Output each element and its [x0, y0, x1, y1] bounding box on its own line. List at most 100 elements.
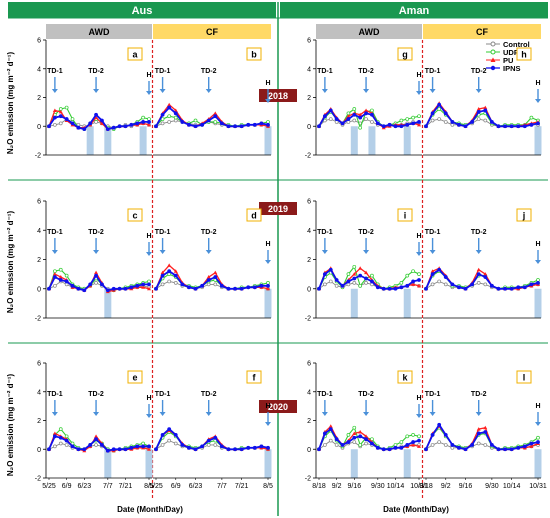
panel-f-point-ipns-17 [266, 445, 270, 450]
panel-g-td2-arrow-head [363, 89, 370, 93]
season-label-aus: Aus [132, 5, 153, 17]
panel-b-point-ipns-12 [233, 124, 237, 129]
panel-c-point-ipns-9 [100, 282, 104, 287]
panel-j-letter-box [516, 208, 532, 222]
panel-e-point-udp-2 [58, 427, 63, 431]
panel-k-h-label: H [416, 395, 421, 402]
panel-b-point-udp-2 [167, 114, 172, 119]
panel-d-point-control-9 [213, 282, 218, 287]
treatment-label-aus-awd: AWD [89, 27, 110, 37]
panel-h-point-ipns-2 [437, 102, 442, 107]
year-label-2018: 2018 [268, 91, 288, 101]
panel-c-point-ipns-14 [129, 285, 134, 290]
panel-a-point-pu-8 [94, 115, 99, 120]
panel-a-td1-arrow-head [51, 89, 58, 93]
panel-b-point-ipns-2 [167, 105, 172, 110]
panel-b-point-ipns-6 [193, 124, 198, 129]
panel-d-point-ipns-2 [167, 269, 172, 274]
panel-h-point-ipns-0 [424, 124, 428, 129]
panel-g-point-udp-7 [358, 125, 363, 130]
panel-j-point-ipns-10 [489, 283, 494, 288]
panel-l-point-ipns-8 [476, 431, 481, 436]
panel-k-h-arrow-head [416, 414, 422, 418]
panel-f-h-label: H [265, 403, 270, 410]
panel-j-td2-arrow-head [475, 250, 482, 254]
panel-k-point-ipns-12 [387, 447, 392, 452]
panels: -2 0 2 4 6 a TD-1 TD-2 Hb TD-1 TD-2 H -2 0 2 4 6 g TD-1 TD-… [35, 38, 547, 491]
panel-l-point-ipns-16 [529, 441, 534, 446]
panel-e-point-ipns-13 [123, 447, 128, 452]
panel-i-point-udp-16 [411, 269, 415, 274]
panel-j-h-label: H [535, 241, 540, 248]
panel-k-point-control-3 [334, 443, 339, 447]
panel-f-point-ipns-9 [213, 435, 218, 440]
legend-label-ipns: IPNS [503, 64, 521, 73]
panel-a-point-ipns-7 [88, 121, 93, 126]
panel-k-point-ipns-5 [346, 440, 351, 444]
panel-g-point-ipns-1 [322, 114, 327, 119]
panel-i-point-ipns-7 [358, 273, 363, 278]
panel-i-point-control-3 [334, 283, 339, 288]
treatment-header-aman-cf [423, 24, 541, 39]
panel-d-point-ipns-14 [246, 285, 251, 290]
panel-d-td1-label: TD-1 [155, 229, 171, 236]
panel-e-point-control-2 [58, 441, 63, 446]
panel-e-td2-arrow-head [93, 412, 100, 416]
panel-d-h-arrow-head [265, 260, 271, 264]
panel-i-point-ipns-15 [405, 283, 410, 288]
panel-i-point-control-8 [364, 281, 368, 285]
panel-l-td2-arrow-head [475, 412, 482, 416]
panel-h-point-ipns-11 [496, 124, 501, 129]
panel-i-point-ipns-10 [375, 285, 380, 290]
panel-i-point-ipns-8 [364, 276, 368, 281]
panel-c-point-ipns-4 [70, 283, 75, 288]
panel-j-point-ipns-16 [529, 282, 534, 287]
panel-f-xtick-label-2: 6/23 [189, 483, 203, 490]
panel-g-td1-label: TD-1 [317, 68, 333, 75]
panel-d-point-pu-3 [173, 269, 178, 273]
panel-j-point-pu-8 [476, 267, 481, 272]
panel-l-point-ipns-4 [450, 443, 455, 447]
panel-j-h-arrow-head [535, 260, 541, 264]
panel-c-ytick-label-0: -2 [35, 316, 41, 323]
panel-d-point-ipns-10 [219, 283, 224, 288]
panel-g-point-pu-8 [364, 108, 369, 112]
panel-f-point-ipns-7 [200, 444, 205, 449]
panel-j-point-ipns-17 [536, 281, 540, 285]
panel-f-point-ipns-3 [173, 432, 178, 437]
panel-i-td1-label: TD-1 [317, 229, 333, 236]
panel-h-point-control-3 [443, 120, 448, 124]
panel-c-point-control-1 [53, 283, 57, 288]
panel-e-point-ipns-2 [58, 435, 63, 440]
panel-i-h-arrow-head [416, 252, 422, 256]
panel-a-point-ipns-10 [105, 127, 110, 132]
panel-k-point-udp-7 [358, 443, 363, 447]
panel-e-point-ipns-14 [129, 445, 134, 450]
panel-j-td2-label: TD-2 [471, 229, 487, 236]
panel-g-point-ipns-11 [381, 124, 386, 129]
panel-d-point-control-3 [173, 281, 178, 285]
panel-l-xtick-label-1: 9/2 [441, 483, 451, 490]
panel-h-point-ipns-1 [430, 111, 435, 116]
panel-e-h-label: H [146, 395, 151, 402]
panel-j-letter: j [522, 211, 526, 221]
panel-d-point-ipns-17 [266, 283, 270, 288]
legend-label-control: Control [503, 40, 530, 49]
panel-e-point-ipns-12 [117, 447, 122, 452]
panel-b-point-udp-3 [173, 115, 178, 120]
panel-a-shade-bar-2 [139, 126, 147, 155]
panel-f-point-ipns-11 [226, 447, 231, 452]
panel-h-point-ipns-5 [457, 122, 461, 127]
panel-b-point-ipns-9 [213, 114, 218, 119]
panel-k-ytick-label-3: 4 [307, 389, 311, 396]
panel-h-letter: h [521, 50, 527, 60]
panel-c-point-ipns-11 [111, 286, 116, 291]
panel-i-point-pu-16 [411, 282, 416, 286]
panel-c-point-pu-8 [94, 270, 99, 275]
panel-d-point-ipns-8 [206, 278, 211, 282]
panel-g-ytick-label-0: -2 [305, 153, 311, 160]
panel-d-point-ipns-0 [154, 286, 158, 291]
panel-g-point-ipns-3 [334, 117, 339, 121]
legend-marker-ipns [490, 65, 496, 71]
